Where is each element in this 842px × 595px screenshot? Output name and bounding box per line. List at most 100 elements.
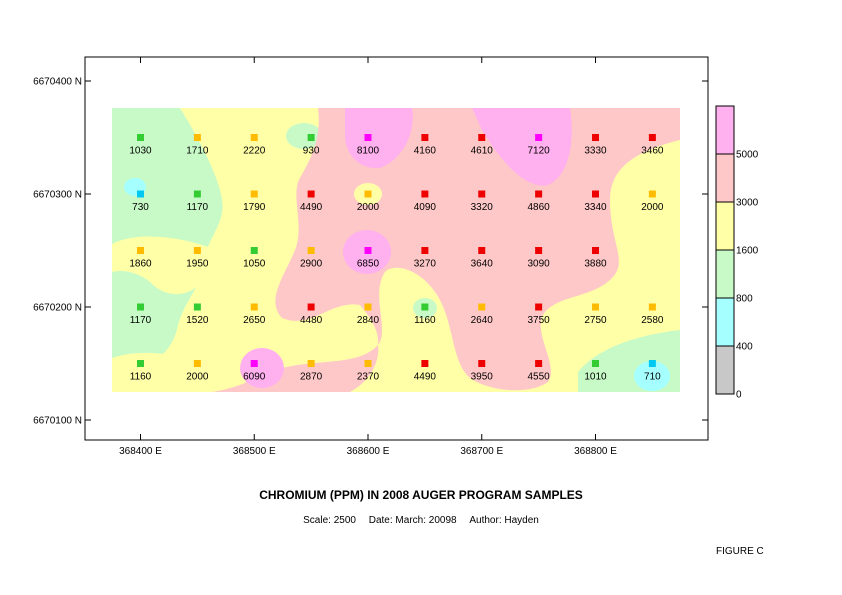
sample-value-label: 2580	[641, 315, 664, 326]
legend-label: 800	[736, 294, 753, 305]
sample-marker	[250, 247, 258, 254]
legend-swatch	[715, 345, 735, 395]
sample-value-label: 3750	[528, 315, 551, 326]
sample-marker	[307, 303, 315, 311]
sample-value-label: 1160	[130, 372, 152, 383]
contour-1600-3000-southwest	[112, 352, 200, 392]
date-text: Date: March: 20098	[368, 515, 457, 526]
sample-value-label: 3880	[584, 259, 607, 270]
sample-value-label: 3340	[584, 202, 607, 213]
contour-gt5000-northeast	[472, 108, 572, 186]
sample-marker	[592, 360, 599, 367]
sample-marker	[421, 303, 429, 311]
sample-value-label: 2640	[471, 315, 494, 326]
sample-marker	[364, 303, 372, 311]
y-tick-label: 6670400 N	[33, 77, 82, 88]
x-tick-label: 368600 E	[347, 446, 390, 457]
sample-marker	[535, 134, 543, 141]
sample-value-label: 4550	[528, 372, 551, 383]
author-text: Author: Hayden	[469, 515, 539, 526]
sample-marker	[193, 303, 201, 311]
sample-marker	[193, 190, 201, 198]
sample-marker	[250, 360, 258, 367]
sample-marker	[137, 360, 144, 367]
sample-marker	[250, 303, 258, 311]
sample-marker	[193, 360, 201, 367]
sample-value-label: 4490	[414, 372, 437, 383]
y-tick-label: 6670100 N	[33, 416, 82, 427]
sample-marker	[648, 360, 656, 367]
sample-value-label: 1160	[414, 315, 436, 326]
sample-marker	[364, 134, 372, 141]
sample-marker	[307, 190, 315, 198]
sample-value-label: 2750	[584, 315, 607, 326]
sample-marker	[307, 134, 315, 141]
sample-marker	[421, 190, 429, 198]
sample-value-label: 3460	[641, 146, 664, 157]
x-tick-label: 368400 E	[119, 446, 162, 457]
sample-value-label: 1790	[243, 202, 266, 213]
legend-label: 0	[736, 390, 742, 401]
sample-marker	[592, 134, 599, 141]
sample-marker	[535, 247, 543, 254]
sample-value-label: 2900	[300, 259, 323, 270]
y-axis: 6670400 N 6670300 N 6670200 N 6670100 N	[33, 77, 708, 427]
sample-value-label: 3270	[414, 259, 437, 270]
sample-marker	[193, 247, 201, 254]
sample-value-label: 7120	[528, 146, 551, 157]
sample-value-label: 4160	[414, 146, 437, 157]
sample-value-label: 2370	[357, 372, 380, 383]
x-axis: 368400 E 368500 E 368600 E 368700 E 368800 E	[119, 57, 617, 457]
sample-value-label: 2000	[186, 372, 209, 383]
sample-marker	[307, 360, 315, 367]
sample-value-label: 3320	[471, 202, 494, 213]
sample-value-label: 2000	[357, 202, 380, 213]
sample-value-label: 4090	[414, 202, 437, 213]
sample-value-label: 730	[132, 202, 149, 213]
sample-value-label: 1030	[129, 146, 152, 157]
sample-value-label: 2220	[243, 146, 266, 157]
sample-marker	[592, 247, 599, 254]
sample-value-label: 1860	[129, 259, 152, 270]
contour-400-800-southeast	[634, 361, 670, 391]
x-tick-label: 368500 E	[233, 446, 276, 457]
sample-marker	[250, 190, 258, 198]
scale-text: Scale: 2500	[303, 515, 356, 526]
sample-value-label: 6090	[243, 372, 266, 383]
sample-marker	[364, 190, 372, 198]
legend-swatch	[715, 249, 735, 299]
contour-gt5000-south	[240, 348, 284, 388]
sample-marker	[421, 247, 429, 254]
sample-marker	[421, 360, 429, 367]
contour-layer	[112, 108, 680, 392]
sample-value-label: 1170	[130, 315, 152, 326]
sample-value-label: 3950	[471, 372, 494, 383]
map-frame	[84, 56, 709, 441]
sample-marker	[137, 190, 144, 198]
sample-marker	[535, 360, 543, 367]
sample-value-label: 3090	[528, 259, 551, 270]
sample-value-label: 4480	[300, 315, 323, 326]
legend: 0 400 800 1600 3000 5000	[715, 105, 759, 401]
sample-value-label: 1950	[186, 259, 209, 270]
x-tick-label: 368700 E	[460, 446, 503, 457]
legend-swatch	[715, 297, 735, 347]
sample-marker	[592, 190, 599, 198]
sample-marker	[478, 190, 486, 198]
legend-label: 5000	[736, 150, 759, 161]
legend-label: 3000	[736, 198, 759, 209]
sample-value-label: 2840	[357, 315, 380, 326]
sample-marker	[478, 134, 486, 141]
sample-value-label: 8100	[357, 146, 380, 157]
sample-marker	[478, 303, 486, 311]
legend-swatch	[715, 201, 735, 251]
sample-value-label: 930	[303, 146, 320, 157]
sample-value-label: 2000	[641, 202, 664, 213]
contour-gt5000-north	[345, 108, 413, 169]
sample-marker	[478, 360, 486, 367]
sample-marker	[648, 303, 656, 311]
sample-value-label: 4860	[528, 202, 551, 213]
sample-points: 1030 1710 2220 930 8100 4160 4610 7120 3330 3460 7…	[129, 134, 664, 383]
sample-marker	[250, 134, 258, 141]
